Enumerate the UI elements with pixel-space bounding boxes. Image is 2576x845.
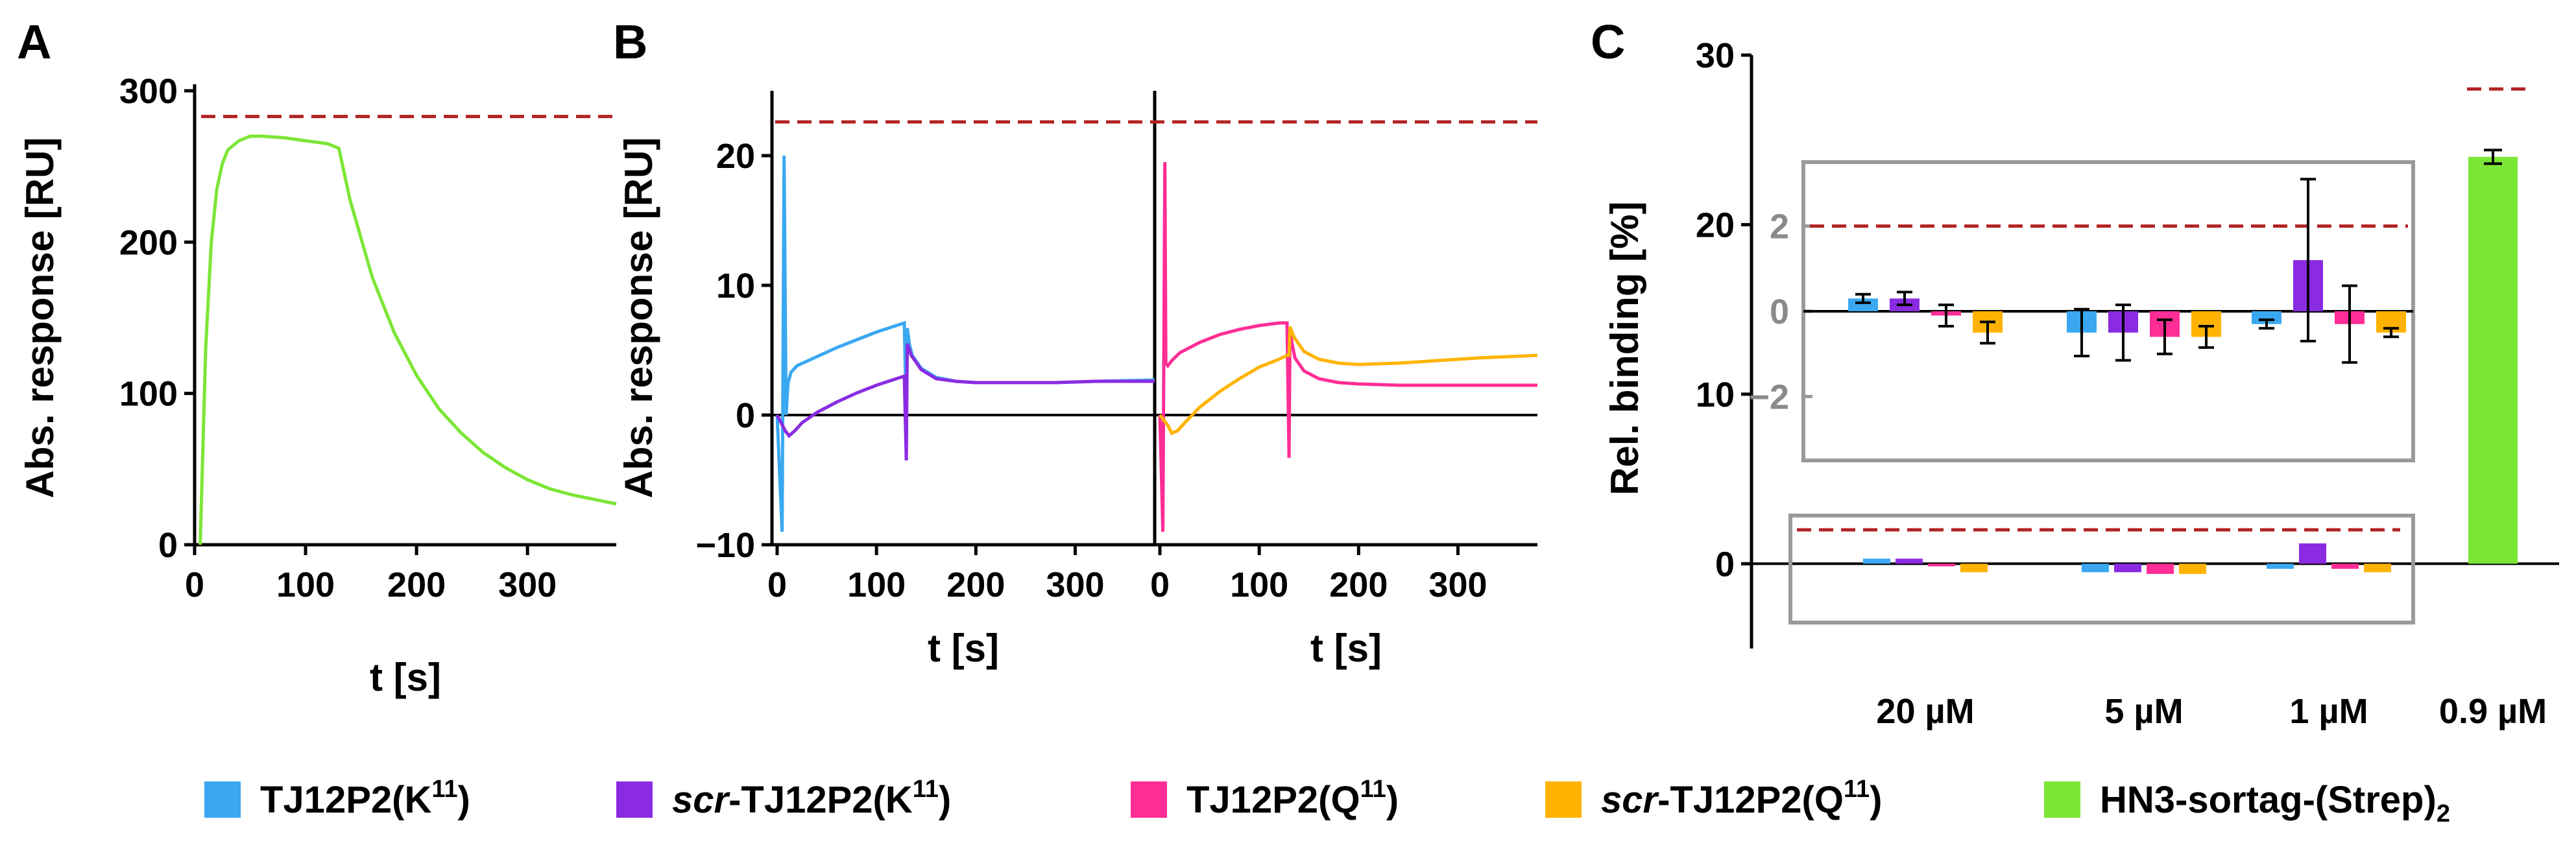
bar-tj_q (1928, 564, 1955, 567)
legend-swatch-tj_q (1131, 781, 1167, 818)
x-tick-label: 200 (1329, 565, 1388, 604)
panel-b: −10 0 10 20 Abs. response [RU] 0 100 200 300 t [s… (617, 91, 1538, 670)
legend-label: HN3-sortag-(Strep)2 (2100, 779, 2450, 827)
panel-label-a: A (17, 15, 51, 69)
x-tick-label: 100 (276, 565, 335, 604)
legend-label-prefix: scr (1601, 779, 1660, 821)
legend-label-main: TJ12P2(Q (1186, 779, 1360, 821)
x-axis-label: t [s] (370, 656, 441, 699)
legend-label-script: 11 (1360, 776, 1386, 803)
series-line-tj_q (1158, 161, 1537, 532)
y-tick-label: −10 (695, 526, 755, 565)
y-axis-label: Abs. response [RU] (617, 137, 660, 499)
y-tick-label: 10 (716, 267, 755, 305)
legend-swatch-hn3 (2044, 781, 2080, 818)
panel-a: 0 100 200 300 0 100 200 300 t [s] Abs. response [… (18, 72, 617, 699)
y-tick-label: 100 (119, 375, 178, 414)
bar-tj_k (2267, 564, 2294, 569)
legend-label-suffix: ) (1870, 779, 1882, 821)
category-label: 20 µM (1876, 692, 1974, 731)
y-tick-label: 300 (119, 72, 178, 111)
x-axis-label: t [s] (928, 626, 999, 670)
bar-scr_k (2299, 543, 2326, 564)
legend-label: scr-TJ12P2(K11) (672, 776, 951, 821)
legend-label: scr-TJ12P2(Q11) (1601, 776, 1882, 821)
x-axis-label: t [s] (1310, 626, 1382, 670)
y-tick-label: 0 (736, 396, 755, 435)
bar-tj_k (1863, 558, 1890, 564)
x-tick-label: 300 (1046, 565, 1104, 604)
category-label: 1 µM (2289, 692, 2368, 731)
bar-tj_q (2331, 564, 2359, 569)
y-tick-label: 200 (119, 223, 178, 262)
y-tick-label: 0 (1715, 545, 1735, 584)
bar-tj_q (2147, 564, 2174, 574)
category-label: 0.9 µM (2439, 692, 2547, 731)
bar-scr_k (1896, 558, 1923, 564)
y-tick-label: 30 (1696, 36, 1735, 75)
legend-label-main: -TJ12P2(K (728, 779, 913, 821)
x-tick-label: 200 (387, 565, 446, 604)
legend-label-main: HN3-sortag-(Strep) (2100, 779, 2437, 821)
y-tick-label: 20 (716, 137, 755, 176)
series-line-scr_k (775, 343, 1155, 461)
legend: TJ12P2(K11) scr-TJ12P2(K11) TJ12P2(Q11) scr… (204, 776, 2450, 827)
legend-swatch-tj_k (204, 781, 241, 818)
category-label: 5 µM (2104, 692, 2183, 731)
bar-hn3 (2468, 156, 2518, 564)
x-tick-label: 0 (1150, 565, 1170, 604)
legend-label-main: -TJ12P2(Q (1657, 779, 1844, 821)
legend-label-prefix: scr (672, 779, 731, 821)
inset-tick-label: 0 (1770, 292, 1789, 331)
legend-label-script: 11 (913, 776, 939, 803)
inset-tick-label: −2 (1749, 377, 1789, 416)
x-tick-label: 0 (767, 565, 787, 604)
x-tick-label: 100 (847, 565, 906, 604)
legend-swatch-scr_k (616, 781, 653, 818)
bar-scr_q (2364, 564, 2391, 573)
panel-label-b: B (613, 15, 647, 69)
legend-label-script: 11 (1844, 776, 1870, 803)
bar-scr_k (2114, 564, 2141, 573)
x-tick-label: 100 (1230, 565, 1288, 604)
panel-label-c: C (1591, 15, 1625, 69)
series-line-hn3 (199, 134, 617, 545)
series-line-tj_k (775, 155, 1155, 532)
y-axis-label: Abs. response [RU] (18, 137, 62, 499)
legend-label-suffix: ) (458, 779, 470, 821)
legend-label-suffix: ) (1386, 779, 1399, 821)
x-tick-label: 300 (1428, 565, 1487, 604)
x-tick-label: 0 (185, 565, 204, 604)
y-axis-label: Rel. binding [%] (1603, 202, 1646, 495)
legend-label-suffix: ) (939, 779, 951, 821)
legend-label-main: TJ12P2(K (260, 779, 431, 821)
bar-tj_k (2082, 564, 2109, 573)
legend-label: TJ12P2(Q11) (1186, 776, 1399, 821)
legend-label-script: 2 (2437, 800, 2450, 827)
bar-scr_q (2179, 564, 2206, 574)
y-tick-label: 0 (158, 526, 178, 565)
legend-swatch-scr_q (1545, 781, 1582, 818)
legend-label: TJ12P2(K11) (260, 776, 470, 821)
series-line-scr_q (1159, 326, 1538, 436)
y-tick-label: 20 (1696, 206, 1735, 244)
x-tick-label: 300 (498, 565, 557, 604)
inset-tick-label: 2 (1770, 208, 1789, 246)
legend-label-script: 11 (431, 776, 457, 803)
lower-box (1788, 514, 2415, 625)
bar-scr_q (1960, 564, 1988, 573)
y-tick-label: 10 (1696, 375, 1735, 414)
x-tick-label: 200 (946, 565, 1005, 604)
